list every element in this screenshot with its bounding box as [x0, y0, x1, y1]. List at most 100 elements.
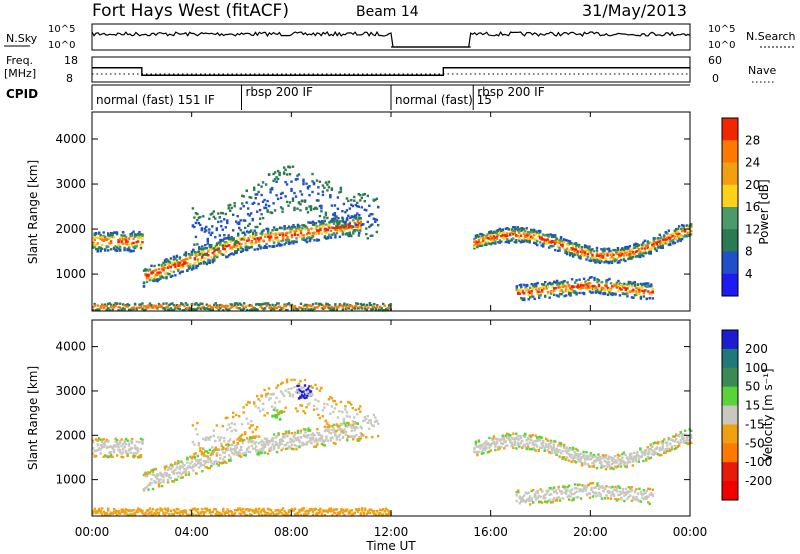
velocity-echo — [359, 425, 362, 428]
power-echo-ground — [174, 305, 177, 308]
velocity-echo — [304, 435, 307, 438]
power-echo — [249, 246, 252, 249]
power-echo-ground — [238, 302, 241, 305]
power-echo-ground — [169, 302, 173, 306]
velocity-echo — [281, 447, 285, 450]
velocity-echo-upper — [236, 442, 239, 445]
power-echo-low — [524, 284, 527, 287]
velocity-echo-low — [594, 495, 598, 498]
velocity-echo-low — [570, 492, 574, 496]
velocity-echo — [157, 479, 161, 482]
velocity-echo-late — [615, 466, 618, 469]
velocity-echo — [169, 463, 173, 466]
power-echo — [287, 225, 291, 228]
velocity-echo-upper — [299, 404, 302, 407]
velocity-echo — [121, 451, 125, 454]
power-echo — [266, 230, 270, 233]
velocity-echo-late — [568, 448, 572, 451]
velocity-echo-upper — [312, 408, 316, 411]
velocity-echo-late — [667, 449, 670, 453]
velocity-echo-late — [495, 437, 499, 441]
power-echo-upper — [227, 234, 230, 237]
power-echo — [181, 263, 185, 266]
power-echo — [157, 267, 161, 271]
velocity-echo-low — [609, 486, 613, 489]
power-echo-late — [603, 252, 606, 256]
power-echo-late — [604, 252, 608, 255]
power-echo-upper — [258, 208, 262, 212]
velocity-green-patch — [275, 413, 279, 417]
power-echo-late — [687, 233, 690, 237]
velocity-echo-upper — [205, 438, 208, 442]
velocity-echo-late — [642, 459, 645, 463]
power-echo-late — [477, 235, 481, 238]
power-echo — [156, 279, 159, 282]
power-echo-upper — [309, 208, 313, 212]
power-echo — [168, 265, 171, 268]
power-echo-ground — [317, 304, 321, 307]
power-echo-late — [681, 234, 684, 238]
power-echo — [317, 220, 321, 223]
power-echo-late — [625, 247, 629, 250]
velocity-echo-late — [522, 443, 525, 446]
power-echo-late — [624, 259, 627, 263]
power-echo-low — [560, 293, 563, 296]
velocity-echo-low — [541, 501, 544, 504]
power-echo-ground — [371, 305, 374, 309]
velocity-echo — [316, 428, 319, 431]
power-echo-late — [673, 231, 676, 234]
power-echo — [159, 271, 162, 274]
velocity-echo — [108, 451, 111, 454]
power-echo — [271, 245, 274, 248]
velocity-echo-late — [548, 446, 551, 450]
power-echo-low — [526, 288, 529, 291]
power-echo — [259, 232, 262, 235]
velocity-echo — [263, 445, 267, 448]
power-echo — [156, 277, 159, 281]
power-echo-ground — [93, 302, 96, 306]
power-echo — [272, 244, 276, 248]
power-echo-late — [548, 246, 551, 249]
power-echo-upper — [197, 250, 200, 253]
power-echo — [286, 227, 289, 230]
power-echo — [102, 238, 105, 241]
power-echo-upper — [229, 209, 232, 212]
velocity-echo-low — [617, 485, 620, 488]
velocity-echo-late — [633, 457, 636, 461]
power-echo — [231, 252, 234, 255]
power-echo — [287, 242, 291, 245]
power-echo — [338, 235, 342, 238]
velocity-echo-late — [506, 432, 509, 436]
velocity-echo-late — [552, 440, 555, 443]
velocity-echo-late — [609, 456, 612, 459]
ytick-label: 4000 — [55, 132, 86, 146]
power-echo — [165, 258, 168, 261]
power-echo-upper — [336, 196, 340, 199]
power-echo — [180, 260, 183, 263]
power-echo — [166, 259, 170, 262]
velocity-echo-upper — [330, 405, 334, 408]
velocity-echo — [139, 454, 143, 457]
velocity-echo-low — [578, 488, 581, 491]
power-echo-upper — [299, 209, 302, 212]
power-echo-late — [684, 234, 687, 237]
velocity-echo — [298, 445, 301, 449]
power-echo-ground — [101, 304, 104, 307]
velocity-echo — [114, 440, 117, 443]
velocity-echo-upper — [230, 422, 233, 425]
velocity-echo — [175, 472, 179, 475]
power-echo-ground — [162, 307, 165, 310]
velocity-echo — [283, 434, 286, 437]
power-echo-late — [666, 236, 669, 239]
power-echo-upper — [375, 218, 378, 222]
power-echo — [139, 233, 143, 236]
power-echo-upper — [366, 194, 369, 198]
power-echo-upper — [238, 226, 241, 230]
power-echo — [222, 247, 225, 251]
velocity-echo-low — [532, 489, 535, 492]
power-echo — [150, 264, 153, 267]
power-echo-late — [567, 249, 570, 252]
power-echo-low — [594, 289, 598, 293]
velocity-echo — [177, 461, 180, 465]
power-echo — [162, 261, 165, 265]
